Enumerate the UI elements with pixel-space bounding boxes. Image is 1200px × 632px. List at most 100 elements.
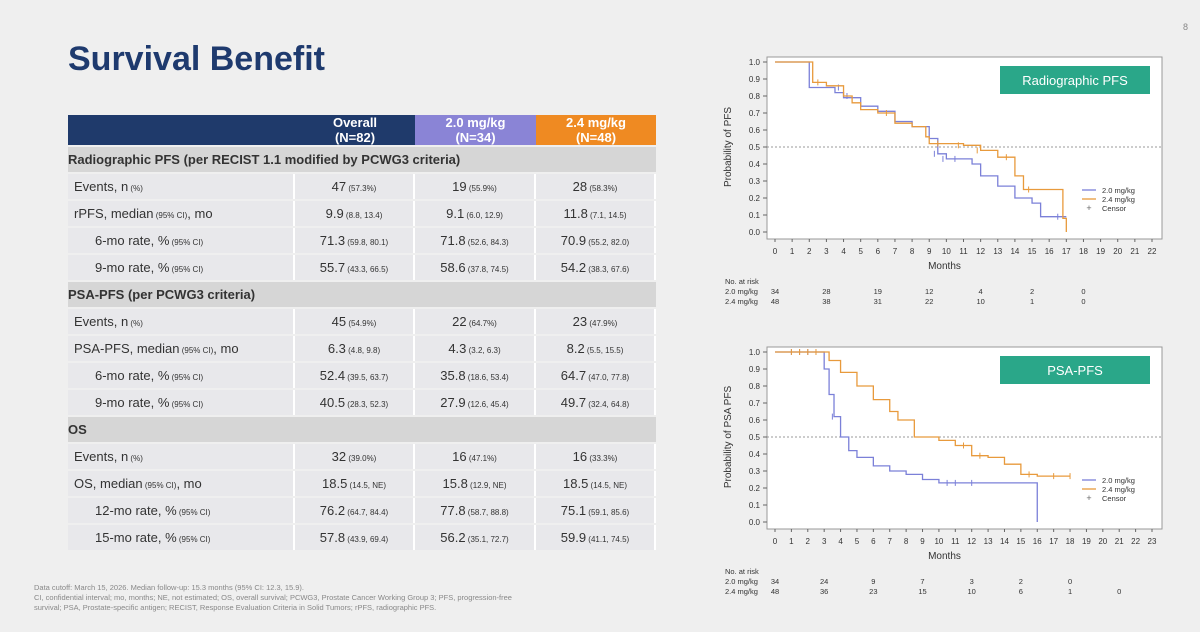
value: 71.8: [440, 233, 466, 248]
y-tick-label: 0.6: [749, 126, 761, 135]
legend-label: Censor: [1102, 494, 1127, 503]
value: 9.9: [325, 206, 344, 221]
value-ci: (32.4, 64.8): [586, 400, 630, 409]
at-risk-count: 0: [1081, 287, 1085, 296]
value: 35.8: [440, 368, 466, 383]
row-label-part: PSA-PFS, median: [74, 341, 180, 356]
at-risk-group: 2.0 mg/kg: [725, 287, 758, 296]
legend-label: 2.0 mg/kg: [1102, 186, 1135, 195]
value-ci: (6.0, 12.9): [464, 211, 503, 220]
table-row: 9-mo rate, % (95% CI) 55.7 (43.3, 66.5) 58…: [68, 255, 656, 280]
value-cell: 16 (33.3%): [536, 444, 656, 469]
value: 49.7: [560, 395, 587, 410]
row-label-part: (95% CI): [169, 238, 204, 247]
row-label-part: , mo: [176, 476, 202, 491]
value: 52.4: [319, 368, 346, 383]
x-tick-label: 16: [1033, 537, 1042, 546]
table-row: 9-mo rate, % (95% CI) 40.5 (28.3, 52.3) 27…: [68, 390, 656, 415]
at-risk-count: 9: [871, 577, 875, 586]
x-tick-label: 12: [967, 537, 976, 546]
value-cell: 52.4 (39.5, 63.7): [295, 363, 415, 388]
x-tick-label: 13: [993, 247, 1002, 256]
at-risk-group: 2.4 mg/kg: [725, 587, 758, 596]
value: 18.5: [563, 476, 589, 491]
value: 19: [452, 179, 467, 194]
value-ci: (52.6, 84.3): [465, 238, 509, 247]
at-risk-count: 4: [979, 287, 983, 296]
x-tick-label: 3: [822, 537, 827, 546]
x-tick-label: 8: [904, 537, 909, 546]
y-tick-label: 0.0: [749, 518, 761, 527]
value-cell: 64.7 (47.0, 77.8): [536, 363, 656, 388]
x-axis-label: Months: [928, 551, 961, 562]
row-label-part: (95% CI): [176, 535, 211, 544]
at-risk-group: 2.4 mg/kg: [725, 297, 758, 306]
x-tick-label: 9: [927, 247, 932, 256]
header-line: (N=48): [575, 130, 617, 145]
y-tick-label: 0.1: [749, 211, 761, 220]
value: 9.1: [446, 206, 465, 221]
value: 32: [331, 449, 347, 464]
value: 6.3: [327, 341, 346, 356]
row-label-part: Events, n: [74, 179, 129, 194]
value-ci: (33.3%): [587, 454, 618, 463]
value: 75.1: [560, 503, 587, 518]
x-tick-label: 0: [773, 537, 778, 546]
value-ci: (64.7%): [466, 319, 497, 328]
y-axis-label: Probability of PSA PFS: [723, 386, 734, 489]
at-risk-count: 7: [920, 577, 924, 586]
at-risk-count: 1: [1068, 587, 1072, 596]
y-tick-label: 0.4: [749, 450, 761, 459]
value-ci: (41.1, 74.5): [586, 535, 630, 544]
value-cell: 76.2 (64.7, 84.4): [295, 498, 415, 523]
value-ci: (47.1%): [466, 454, 497, 463]
row-label-part: (95% CI): [142, 481, 177, 490]
row-label: 6-mo rate, % (95% CI): [68, 363, 295, 388]
value-ci: (8.8, 13.4): [343, 211, 383, 220]
header-line: Overall: [332, 115, 378, 130]
at-risk-count: 0: [1081, 297, 1085, 306]
at-risk-count: 2: [1019, 577, 1023, 586]
value-ci: (7.1, 14.5): [587, 211, 627, 220]
y-tick-label: 0.5: [749, 143, 761, 152]
table-row: Events, n (%) 47 (57.3%) 19 (55.9%) 28 (58.…: [68, 174, 656, 199]
row-label-part: (95% CI): [169, 373, 204, 382]
km-curve-2-4: [775, 351, 1071, 477]
value-ci: (28.3, 52.3): [345, 400, 389, 409]
header-line: (N=82): [334, 130, 376, 145]
row-label: Events, n (%): [68, 174, 295, 199]
chart-title: PSA-PFS: [1047, 363, 1103, 378]
table-header-cell: Overall (N=82): [295, 115, 415, 145]
x-tick-label: 18: [1079, 247, 1088, 256]
value: 22: [452, 314, 467, 329]
value-cell: 15.8 (12.9, NE): [415, 471, 536, 496]
x-tick-label: 11: [951, 537, 960, 546]
at-risk-count: 2: [1030, 287, 1034, 296]
x-tick-label: 14: [1010, 247, 1019, 256]
x-tick-label: 6: [876, 247, 881, 256]
x-tick-label: 19: [1096, 247, 1105, 256]
legend-label: Censor: [1102, 204, 1127, 213]
section-header: PSA-PFS (per PCWG3 criteria): [68, 282, 656, 307]
at-risk-count: 28: [822, 287, 830, 296]
x-tick-label: 22: [1148, 247, 1157, 256]
footnotes: Data cutoff: March 15, 2026. Median foll…: [34, 583, 594, 613]
value: 18.5: [322, 476, 348, 491]
value-ci: (38.3, 67.6): [586, 265, 630, 274]
value-ci: (39.0%): [346, 454, 377, 463]
x-tick-label: 21: [1115, 537, 1124, 546]
row-label-part: 9-mo rate, %: [95, 395, 170, 410]
row-label-part: (%): [128, 319, 143, 328]
row-label: 12-mo rate, % (95% CI): [68, 498, 295, 523]
at-risk-count: 48: [771, 297, 779, 306]
row-label-part: Events, n: [74, 314, 129, 329]
at-risk-count: 19: [874, 287, 882, 296]
y-tick-label: 0.4: [749, 160, 761, 169]
x-tick-label: 21: [1130, 247, 1139, 256]
section-header: OS: [68, 417, 656, 442]
value: 27.9: [440, 395, 466, 410]
table-header-cell: [68, 115, 295, 145]
y-tick-label: 0.8: [749, 92, 761, 101]
value-ci: (12.9, NE): [467, 481, 507, 490]
x-tick-label: 2: [806, 537, 811, 546]
